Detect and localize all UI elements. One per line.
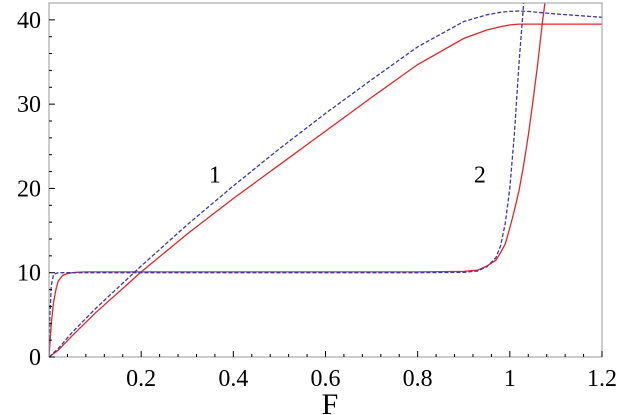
curve-annotation: 2 [474, 163, 486, 189]
x-tick-label: 1 [504, 366, 516, 392]
y-tick-label: 20 [17, 176, 41, 202]
label-layer: 0.2 0.4 0.6 0.8 1 1.2 0 10 20 30 40 1 2 [17, 8, 617, 392]
x-tick-label: 1.2 [587, 366, 617, 392]
x-tick-label: 0.6 [311, 366, 341, 392]
series-line-4 [49, 10, 602, 357]
y-tick-label: 10 [17, 261, 41, 287]
x-tick-label: 0.4 [218, 366, 248, 392]
x-tick-label: 0.2 [126, 366, 156, 392]
y-tick-label: 30 [17, 92, 41, 118]
series-line-3 [49, 3, 525, 357]
curve-annotation: 1 [209, 163, 221, 189]
series-line-2 [49, 23, 602, 357]
y-tick-label: 0 [29, 345, 41, 371]
y-tick-label: 40 [17, 8, 41, 34]
series-line-1 [49, 3, 546, 357]
x-tick-label: 0.8 [403, 366, 433, 392]
x-axis-title: F [322, 388, 339, 415]
tick-layer [49, 19, 603, 358]
series-layer [49, 3, 602, 357]
